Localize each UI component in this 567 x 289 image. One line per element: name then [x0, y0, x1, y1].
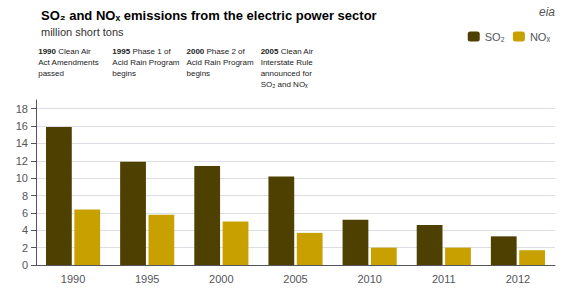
- svg-text:2: 2: [22, 242, 28, 254]
- svg-text:Acid Rain Program: Acid Rain Program: [112, 58, 179, 67]
- svg-text:Acid Rain Program: Acid Rain Program: [187, 58, 254, 67]
- svg-text:14: 14: [16, 137, 28, 149]
- svg-text:Phase 1 of: Phase 1 of: [130, 47, 171, 56]
- svg-text:SO₂ and NOₓ emissions from the: SO₂ and NOₓ emissions from the electric …: [41, 8, 377, 23]
- svg-text:2000: 2000: [209, 273, 233, 285]
- svg-text:2005: 2005: [261, 47, 279, 56]
- svg-text:6: 6: [22, 207, 28, 219]
- svg-text:passed: passed: [38, 69, 64, 78]
- svg-text:1990: 1990: [61, 273, 85, 285]
- svg-text:2005: 2005: [283, 273, 307, 285]
- svg-text:12: 12: [16, 155, 28, 167]
- svg-text:million short tons: million short tons: [41, 26, 124, 38]
- svg-text:10: 10: [16, 172, 28, 184]
- svg-text:16: 16: [16, 120, 28, 132]
- svg-text:2010: 2010: [357, 273, 381, 285]
- svg-text:Interstate Rule: Interstate Rule: [261, 58, 314, 67]
- svg-text:2011: 2011: [432, 273, 456, 285]
- svg-text:1995: 1995: [112, 47, 130, 56]
- svg-text:8: 8: [22, 190, 28, 202]
- svg-text:Phase 2 of: Phase 2 of: [204, 47, 245, 56]
- svg-text:2000: 2000: [187, 47, 205, 56]
- svg-text:announced for: announced for: [261, 69, 312, 78]
- svg-text:0: 0: [22, 259, 28, 271]
- svg-text:eia: eia: [539, 5, 555, 19]
- svg-text:begins: begins: [112, 69, 136, 78]
- svg-text:Act Amendments: Act Amendments: [38, 58, 98, 67]
- svg-text:SO₂: SO₂: [485, 31, 505, 43]
- svg-text:NOₓ: NOₓ: [530, 31, 551, 43]
- svg-text:18: 18: [16, 103, 28, 115]
- svg-text:Clean Air: Clean Air: [278, 47, 313, 56]
- svg-text:SO₂ and NOₓ: SO₂ and NOₓ: [261, 80, 308, 89]
- svg-text:1995: 1995: [135, 273, 159, 285]
- svg-text:Clean Air: Clean Air: [56, 47, 91, 56]
- svg-text:4: 4: [22, 224, 28, 236]
- svg-text:2012: 2012: [506, 273, 530, 285]
- svg-text:1990: 1990: [38, 47, 56, 56]
- svg-text:begins: begins: [187, 69, 211, 78]
